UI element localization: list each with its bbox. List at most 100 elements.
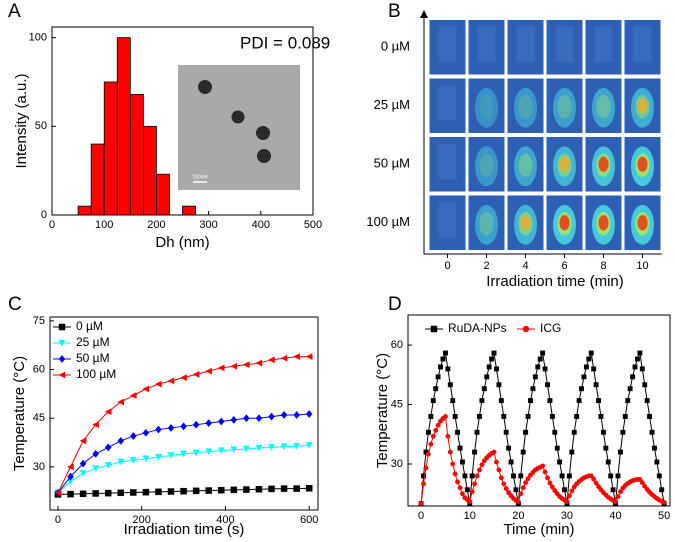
marker [230, 415, 238, 424]
marker [520, 449, 526, 455]
marker [610, 487, 616, 493]
marker [455, 429, 461, 435]
marker [217, 417, 225, 426]
thermal-spot [637, 98, 648, 114]
marker [617, 449, 623, 455]
marker [549, 413, 555, 419]
x-tick-label: 400 [216, 514, 234, 526]
marker [92, 421, 99, 429]
y-tick-label: 100 [29, 32, 47, 44]
marker [205, 487, 212, 494]
marker [617, 489, 623, 495]
marker [593, 382, 599, 388]
marker [205, 448, 213, 456]
x-tick-label: 10 [464, 510, 476, 522]
marker [433, 386, 439, 392]
legend-label: 50 µM [76, 351, 110, 365]
marker [130, 489, 137, 496]
panel-label: C [8, 294, 22, 315]
marker [79, 459, 87, 468]
marker [537, 356, 543, 362]
marker [552, 488, 558, 493]
row-label: 0 µM [381, 39, 410, 54]
marker [506, 490, 512, 495]
marker [472, 481, 478, 487]
x-tick-label: 40 [609, 510, 621, 522]
marker [513, 487, 519, 493]
marker [498, 475, 504, 481]
marker [496, 467, 502, 473]
x-tick-label: 100 [95, 219, 113, 231]
y-axis-label: Temperature (°C) [374, 353, 391, 468]
marker [622, 413, 628, 419]
marker [477, 413, 482, 419]
marker [540, 463, 546, 469]
thermal-spot [559, 215, 570, 231]
marker [450, 461, 456, 467]
marker [549, 484, 555, 490]
marker [552, 429, 558, 435]
marker [243, 486, 250, 493]
x-tick-label: 300 [199, 219, 217, 231]
marker [205, 367, 212, 375]
marker [569, 449, 575, 455]
marker [542, 469, 548, 475]
marker [491, 350, 497, 356]
thermal-spot [637, 215, 648, 231]
thermal-spot [513, 146, 538, 187]
thermal-tube [438, 143, 457, 179]
marker [445, 366, 451, 372]
bar [142, 125, 157, 216]
marker [180, 374, 187, 382]
marker [489, 356, 495, 362]
marker [457, 485, 463, 491]
inset-image [178, 65, 300, 190]
marker [255, 485, 263, 493]
x-tick-label: 6 [561, 260, 567, 272]
marker [530, 386, 536, 392]
y-axis-label: Intensity (a.u.) [13, 73, 30, 168]
marker [459, 491, 465, 497]
marker [421, 481, 427, 487]
marker [452, 413, 458, 419]
x-tick-label: 50 [658, 510, 670, 522]
marker [639, 480, 645, 486]
marker [293, 442, 301, 450]
y-axis-label: Temperature (°C) [11, 356, 28, 471]
thermal-tube [438, 85, 457, 121]
marker [305, 485, 313, 492]
marker [58, 339, 66, 347]
marker [104, 408, 112, 416]
marker [192, 420, 200, 429]
marker [469, 489, 475, 495]
y-tick-label: 50 [35, 120, 47, 132]
marker [242, 361, 250, 369]
marker [305, 409, 313, 418]
marker [479, 398, 485, 404]
marker [532, 374, 538, 380]
marker [142, 455, 150, 463]
bar [77, 205, 92, 216]
marker [255, 444, 263, 452]
marker [58, 355, 66, 363]
marker [571, 429, 577, 435]
marker [457, 445, 463, 451]
marker [280, 354, 288, 362]
marker [588, 473, 594, 479]
marker [518, 491, 524, 497]
marker [605, 459, 611, 465]
marker [503, 429, 509, 435]
bar [182, 205, 196, 216]
marker [440, 356, 446, 362]
marker [104, 461, 112, 469]
marker [637, 477, 643, 482]
marker [142, 385, 150, 393]
marker [447, 449, 453, 455]
legend-label: RuDA-NPs [448, 321, 507, 335]
marker [79, 470, 87, 477]
x-tick-label: 500 [304, 219, 322, 231]
marker [428, 441, 434, 447]
y-tick-label: 45 [391, 398, 403, 410]
annotation: PDI = 0.089 [240, 33, 330, 52]
x-tick-label: 30 [561, 510, 573, 522]
